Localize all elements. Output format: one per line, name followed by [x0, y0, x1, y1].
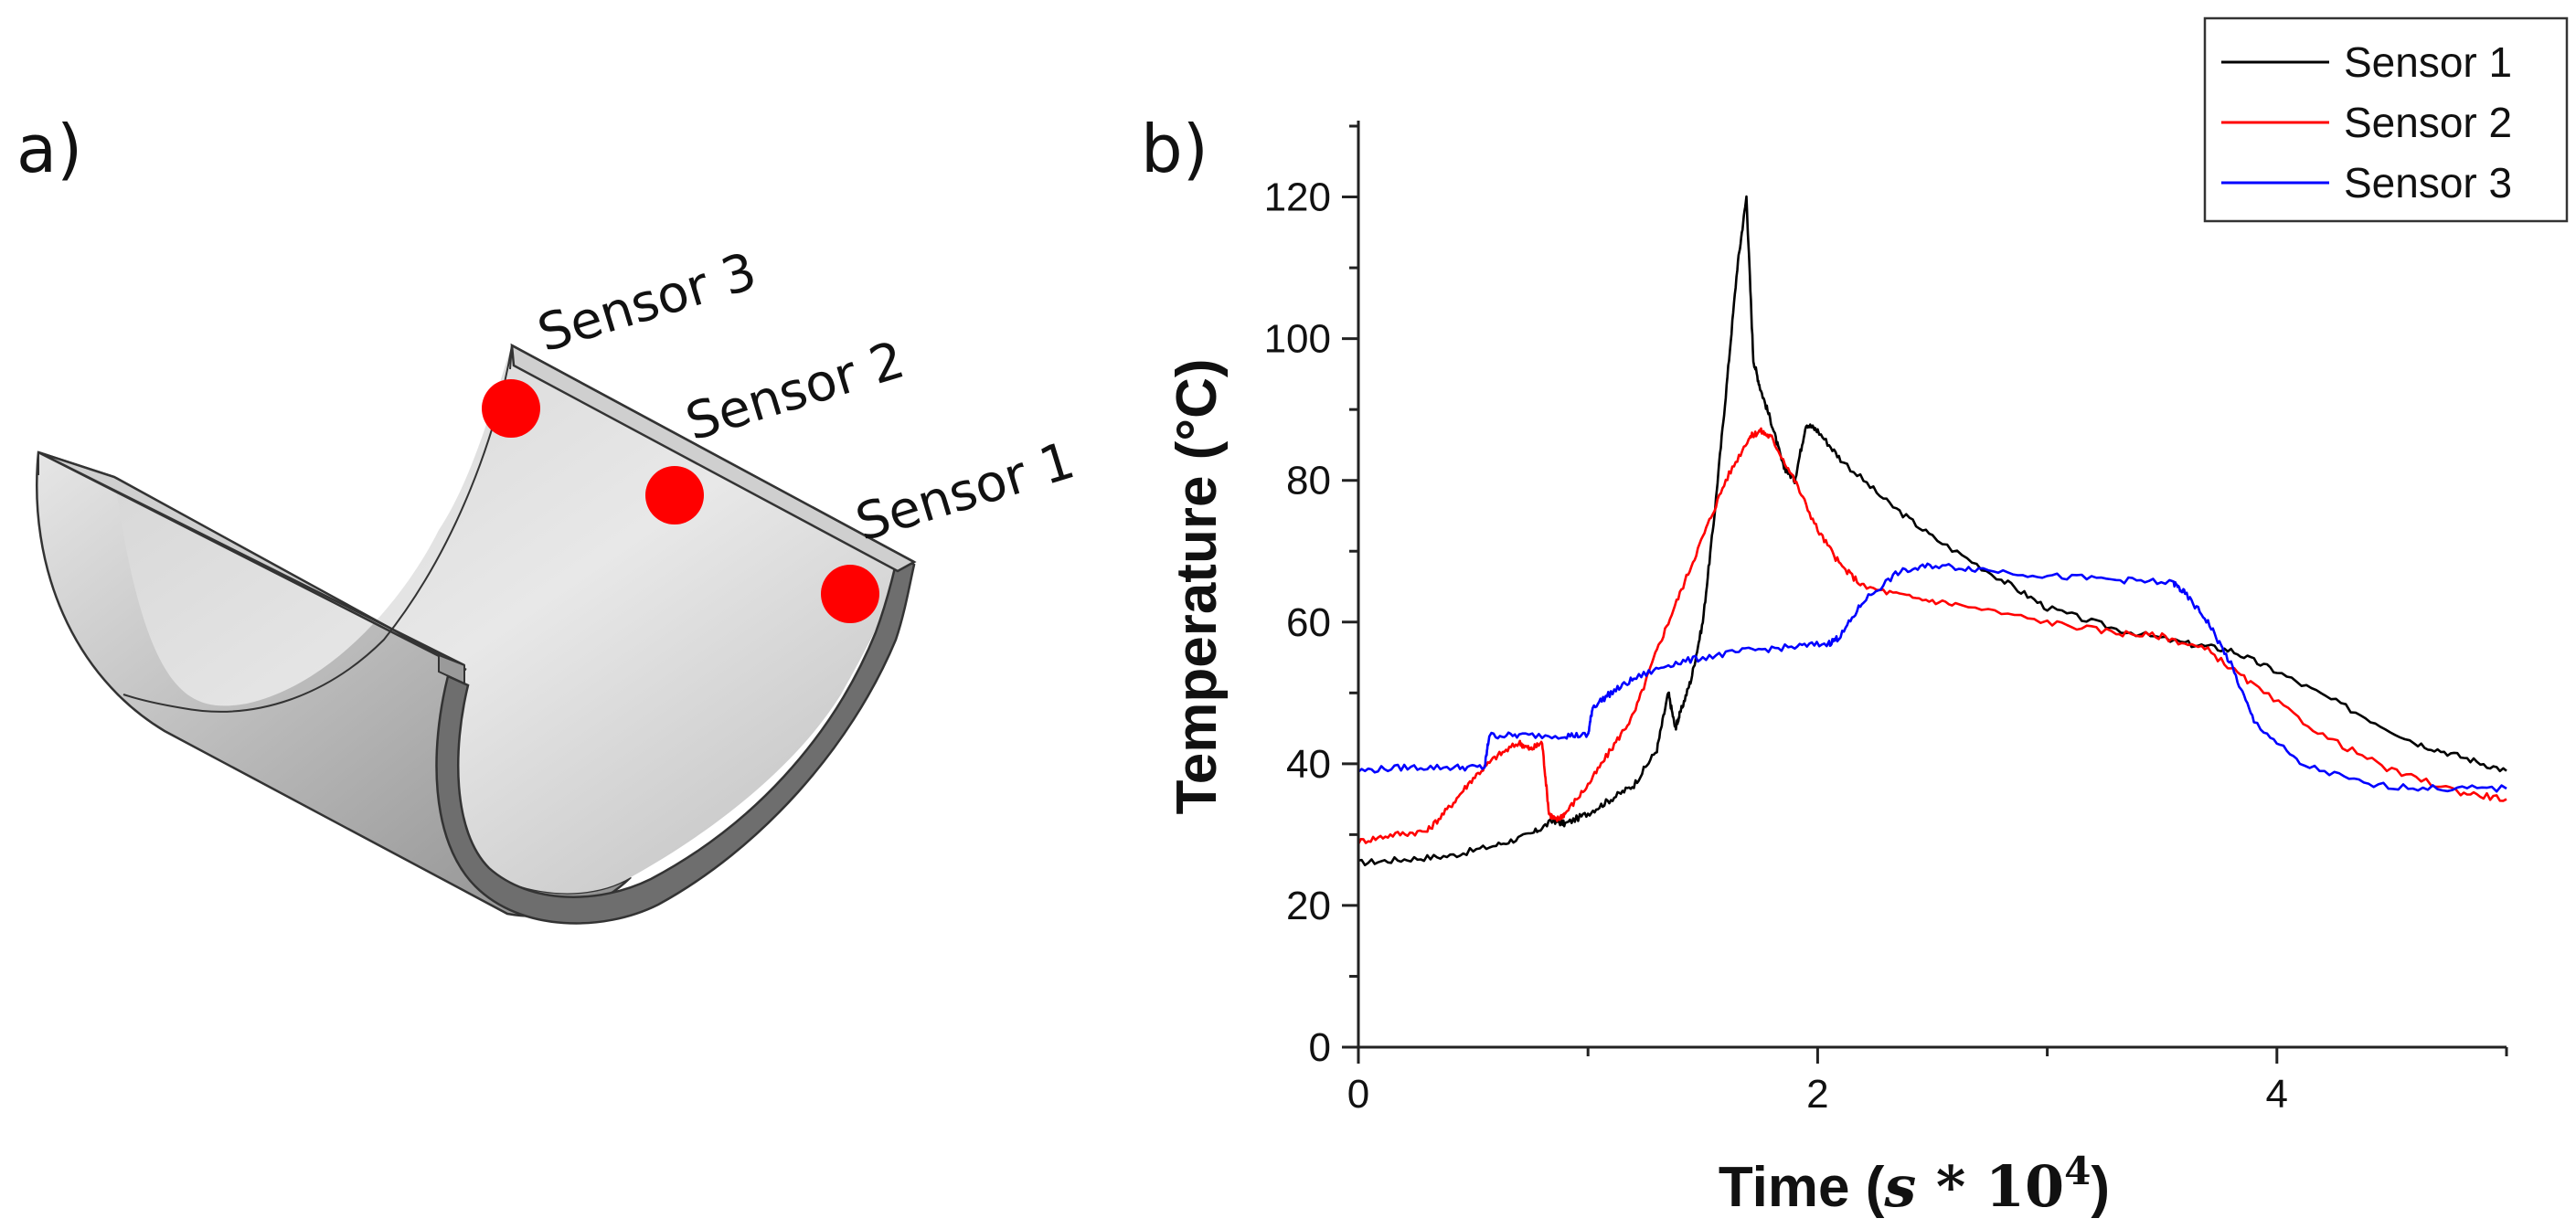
x-axis-title-exp: 4 — [2064, 1149, 2091, 1193]
y-tick-label: 0 — [1309, 1025, 1331, 1070]
y-tick-label: 120 — [1264, 175, 1331, 220]
panel-b-label: b) — [1141, 111, 1208, 187]
x-axis-title-suffix: ) — [2091, 1156, 2110, 1219]
y-tick-label: 20 — [1286, 884, 1331, 928]
sensor-2-label: Sensor 2 — [679, 330, 911, 452]
sensor-3-label: Sensor 3 — [531, 241, 763, 364]
half-pipe-drawing — [35, 343, 917, 925]
series-line-1 — [1357, 195, 2507, 867]
y-tick-label: 80 — [1286, 459, 1331, 503]
pipe-far-arc — [122, 344, 513, 713]
pipe-near-wall — [435, 554, 916, 925]
x-axis-title: Time (s * 104) — [1719, 1149, 2110, 1220]
y-tick-label: 100 — [1264, 317, 1331, 362]
panel-b: b) 0 20 40 60 80 100 120 0 2 4 Temperature (°C) T… — [1141, 16, 2569, 1220]
x-axis-title-op: * — [1916, 1153, 1985, 1220]
panel-a-label: a) — [16, 111, 82, 187]
x-tick-label: 0 — [1347, 1072, 1369, 1117]
legend-box — [2203, 16, 2569, 223]
axes-layer — [1342, 121, 2508, 1064]
sensor-1-label: Sensor 1 — [849, 430, 1081, 553]
legend: Sensor 1 Sensor 2 Sensor 3 — [2203, 16, 2569, 223]
series-line-2 — [1357, 427, 2507, 845]
series-line-3 — [1357, 562, 2507, 793]
sensor-2-dot — [645, 466, 704, 524]
legend-label-3: Sensor 3 — [2344, 159, 2512, 207]
tick-labels: 0 20 40 60 80 100 120 0 2 4 — [1264, 175, 2288, 1117]
x-tick-label: 2 — [1806, 1072, 1828, 1117]
y-tick-label: 60 — [1286, 600, 1331, 645]
y-tick-label: 40 — [1286, 742, 1331, 787]
sensor-1-dot — [821, 565, 879, 623]
x-axis-title-prefix: Time ( — [1719, 1156, 1885, 1219]
panel-a: a) Sensor 3 Sensor 2 Sensor 1 — [16, 111, 1081, 925]
sensor-3-dot — [482, 379, 540, 438]
temperature-chart: 0 20 40 60 80 100 120 0 2 4 Temperature (°C) Time… — [1166, 16, 2569, 1220]
legend-label-2: Sensor 2 — [2344, 99, 2512, 146]
x-axis-title-s: s — [1883, 1153, 1916, 1220]
x-tick-label: 4 — [2266, 1072, 2288, 1117]
y-axis-title: Temperature (°C) — [1166, 358, 1229, 814]
x-axis-title-base: 10 — [1985, 1153, 2064, 1220]
series-layer — [1357, 195, 2507, 867]
legend-label-1: Sensor 1 — [2344, 38, 2512, 86]
pipe-inner-surface — [114, 345, 914, 894]
